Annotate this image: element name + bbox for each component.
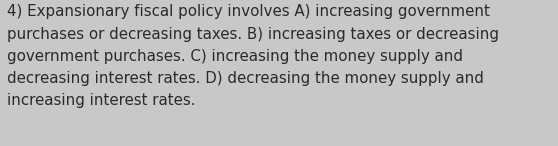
- Text: 4) Expansionary fiscal policy involves A) increasing government
purchases or dec: 4) Expansionary fiscal policy involves A…: [7, 4, 499, 108]
